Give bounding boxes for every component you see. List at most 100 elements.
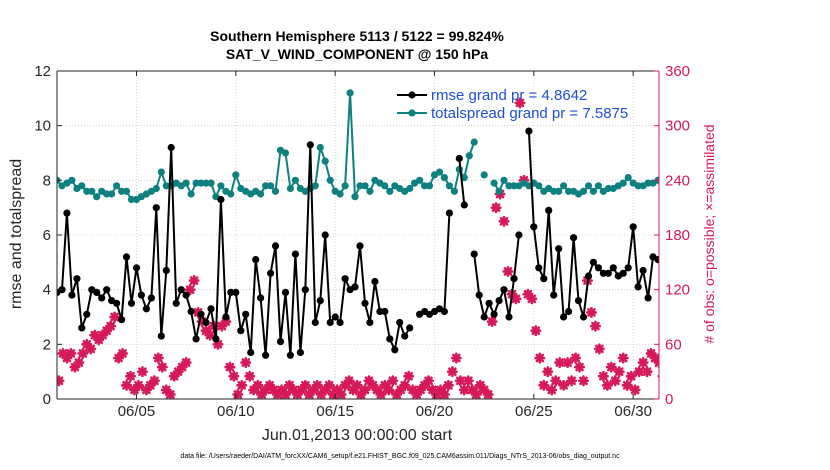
point-rmse xyxy=(584,272,593,280)
point-totalspread xyxy=(78,182,86,190)
point-rmse xyxy=(118,316,126,324)
point-rmse xyxy=(351,283,359,291)
point-assimilated xyxy=(502,265,514,277)
y-right-tick-label: 60 xyxy=(665,336,682,353)
point-assimilated xyxy=(73,357,85,369)
point-rmse xyxy=(624,264,632,272)
point-totalspread xyxy=(386,187,394,195)
legend-swatch-marker xyxy=(408,109,416,117)
point-rmse xyxy=(391,346,399,354)
point-totalspread xyxy=(286,184,294,193)
point-totalspread xyxy=(68,176,76,184)
point-totalspread xyxy=(232,171,240,179)
point-rmse xyxy=(271,242,280,250)
point-assimilated xyxy=(224,361,236,373)
point-assimilated xyxy=(546,384,558,396)
point-assimilated xyxy=(699,363,707,371)
point-rmse xyxy=(530,223,538,231)
point-rmse xyxy=(639,266,647,275)
point-totalspread xyxy=(316,143,324,152)
point-totalspread xyxy=(445,182,453,190)
point-rmse xyxy=(470,250,478,258)
point-assimilated xyxy=(510,293,522,305)
point-totalspread xyxy=(127,195,136,204)
point-rmse xyxy=(540,275,548,283)
point-totalspread xyxy=(594,182,603,190)
point-totalspread xyxy=(187,190,195,198)
point-totalspread xyxy=(450,187,458,195)
chart-subtitle: SAT_V_WIND_COMPONENT @ 150 hPa xyxy=(226,46,489,62)
point-rmse xyxy=(654,256,659,264)
point-rmse xyxy=(113,299,121,307)
point-totalspread xyxy=(381,182,389,190)
point-assimilated xyxy=(323,379,335,391)
point-assimilated xyxy=(399,379,411,391)
point-rmse xyxy=(63,209,71,217)
point-assimilated xyxy=(625,370,637,382)
point-assimilated xyxy=(184,284,196,296)
point-rmse xyxy=(177,286,185,294)
point-rmse xyxy=(306,141,314,149)
point-totalspread xyxy=(83,187,91,195)
point-assimilated xyxy=(311,379,323,391)
point-rmse xyxy=(550,291,558,299)
point-rmse xyxy=(500,286,508,294)
point-assimilated xyxy=(279,388,291,399)
x-tick-label: 06/25 xyxy=(515,403,553,420)
point-rmse xyxy=(103,286,111,294)
point-totalspread xyxy=(326,176,334,184)
point-assimilated xyxy=(442,379,454,391)
point-assimilated xyxy=(351,379,363,391)
point-rmse xyxy=(381,307,389,316)
point-rmse xyxy=(361,299,369,307)
point-assimilated xyxy=(490,202,502,214)
point-assimilated xyxy=(140,384,152,396)
point-rmse xyxy=(262,351,270,359)
point-totalspread xyxy=(207,179,215,187)
point-rmse xyxy=(142,305,150,313)
legend-label: totalspread grand pr = 7.5875 xyxy=(431,105,628,122)
point-assimilated xyxy=(691,358,699,366)
point-assimilated xyxy=(423,375,435,387)
point-assimilated xyxy=(675,377,683,385)
point-totalspread xyxy=(88,187,96,195)
point-rmse xyxy=(267,269,275,277)
point-assimilated xyxy=(687,354,695,362)
series-line-rmse xyxy=(458,158,466,206)
axes: 06/05 06/10 06/15 06/20 06/25 06/300246810120… xyxy=(34,63,690,420)
point-rmse xyxy=(172,299,180,307)
point-totalspread xyxy=(500,176,508,184)
point-assimilated xyxy=(244,370,256,382)
y-right-tick-label: 360 xyxy=(665,63,690,80)
point-totalspread xyxy=(425,182,434,190)
point-assimilated xyxy=(391,388,403,399)
point-assimilated xyxy=(152,352,164,364)
legend-entry-rmse: rmse grand pr = 4.8642 xyxy=(397,87,587,104)
point-assimilated xyxy=(164,388,176,399)
point-rmse xyxy=(301,286,309,294)
y-right-tick-label: 240 xyxy=(665,172,690,189)
point-assimilated xyxy=(299,379,311,391)
point-assimilated xyxy=(585,306,597,318)
point-totalspread xyxy=(550,187,558,195)
point-totalspread xyxy=(589,187,598,195)
point-assimilated xyxy=(125,370,137,382)
point-rmse xyxy=(127,299,136,307)
point-rmse xyxy=(644,294,652,302)
point-assimilated xyxy=(148,375,160,387)
point-rmse xyxy=(321,231,329,239)
point-rmse xyxy=(440,307,448,316)
point-assimilated xyxy=(450,352,462,364)
y-tick-label: 12 xyxy=(34,63,51,80)
point-assimilated xyxy=(482,388,494,399)
point-totalspread xyxy=(470,138,478,146)
point-assimilated xyxy=(109,311,121,323)
point-rmse xyxy=(276,338,285,346)
point-assimilated xyxy=(554,357,566,369)
point-totalspread xyxy=(604,184,612,193)
point-assimilated xyxy=(121,379,133,391)
x-axis-label: Jun.01,2013 00:00:00 start xyxy=(262,427,453,444)
point-assimilated xyxy=(566,375,578,387)
point-totalspread xyxy=(366,187,374,195)
point-assimilated xyxy=(562,357,574,369)
